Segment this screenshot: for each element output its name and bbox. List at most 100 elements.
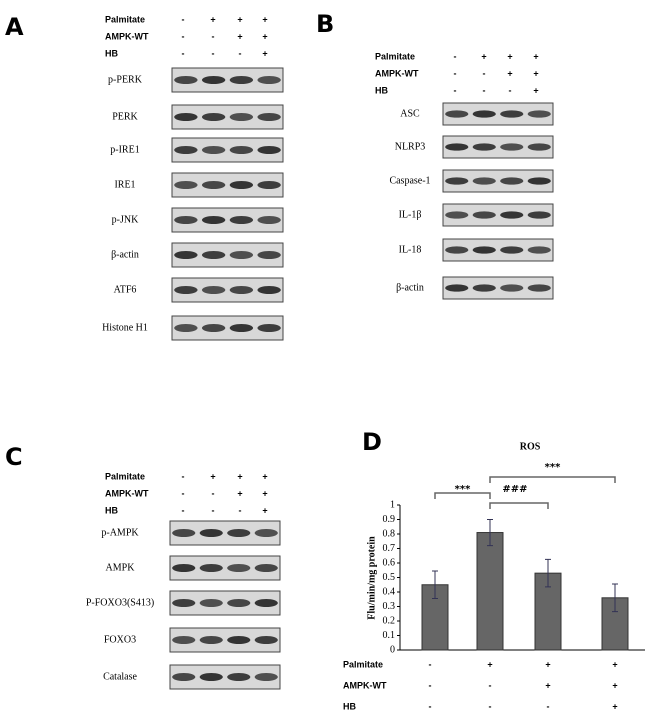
blot-band [172,529,196,537]
blot-band [199,564,223,572]
condition-sign: - [212,31,215,41]
condition-sign: + [262,505,267,515]
blot-band [472,143,496,151]
y-tick-label: 0.7 [383,543,396,554]
condition-sign: - [429,680,432,690]
blot-band [500,177,524,185]
error-bar [545,558,551,588]
blot-label: IL-18 [399,244,422,255]
blot-band [201,146,226,154]
blot-band [257,324,281,332]
condition-sign: - [239,48,242,58]
condition-sign: - [429,659,432,669]
blot-band [254,599,278,607]
blot-band [257,286,281,294]
y-tick-label: 0.3 [383,601,396,612]
blot-band [174,181,198,189]
significance-bracket [434,492,491,499]
condition-sign: + [210,471,215,481]
blot-band [174,251,198,259]
blot-band [500,110,524,118]
blot-band [254,529,278,537]
blot-band [227,673,251,681]
blot-frame [442,203,554,227]
blot-frame [442,276,554,300]
panel-label: B [316,10,334,38]
significance-bracket [489,476,616,483]
condition-sign: + [533,51,538,61]
error-bar [487,519,493,547]
blot-band [500,143,524,151]
blot-band [527,246,551,254]
condition-sign: + [533,68,538,78]
blot-band [445,143,469,151]
blot-band [229,113,254,121]
y-tick-label: 0.1 [383,630,396,641]
blot-band [472,177,496,185]
blot-label: β-actin [396,282,424,293]
blot-label: p-JNK [112,214,139,225]
blot-frame [442,135,554,159]
y-tick-label: 1 [390,499,395,510]
y-tick-label: 0.4 [383,586,396,597]
significance-label: ### [502,484,527,495]
condition-sign: - [483,85,486,95]
blot-band [500,211,524,219]
blot-label: Caspase-1 [389,175,430,186]
condition-name: Palmitate [105,14,145,24]
blot-band [199,529,223,537]
blot-frame [442,238,554,262]
blot-label: β-actin [111,249,139,260]
condition-sign: + [262,488,267,498]
condition-sign: + [262,48,267,58]
blot-band [199,599,223,607]
blot-label: FOXO3 [104,634,136,645]
significance-label: *** [455,484,471,495]
blot-band [174,216,198,224]
error-bar [432,570,438,600]
blot-band [174,76,198,84]
blot-band [201,324,226,332]
condition-sign: - [489,680,492,690]
condition-sign: + [612,659,617,669]
blot-frame [442,169,554,193]
y-tick-label: 0.6 [383,557,396,568]
blot-band [199,636,223,644]
blot-band [500,284,524,292]
blot-label: Catalase [103,671,137,682]
blot-band [527,211,551,219]
blot-label: NLRP3 [395,141,426,152]
condition-sign: - [182,488,185,498]
blot-label: IRE1 [114,179,135,190]
condition-sign: - [182,505,185,515]
blot-band [254,673,278,681]
blot-band [174,324,198,332]
condition-sign: + [545,680,550,690]
blot-band [201,181,226,189]
blot-band [472,246,496,254]
condition-name: HB [343,701,356,711]
chart-title: ROS [520,441,541,452]
condition-name: Palmitate [105,471,145,481]
condition-sign: - [454,68,457,78]
blot-band [445,211,469,219]
condition-name: Palmitate [343,659,383,669]
y-tick-label: 0 [390,644,395,655]
blot-band [229,181,254,189]
blot-band [527,143,551,151]
y-axis-label: Flu/min/mg protein [366,536,377,620]
condition-name: AMPK-WT [343,680,387,690]
condition-sign: - [182,31,185,41]
y-tick-label: 0.2 [383,615,396,626]
condition-sign: + [210,14,215,24]
blot-band [172,599,196,607]
condition-name: Palmitate [375,51,415,61]
blot-band [199,673,223,681]
blot-label: p-AMPK [101,527,139,538]
blot-band [257,251,281,259]
blot-label: Histone H1 [102,322,148,333]
blot-label: PERK [112,111,138,122]
blot-band [229,146,254,154]
blot-band [500,246,524,254]
blot-band [229,324,254,332]
